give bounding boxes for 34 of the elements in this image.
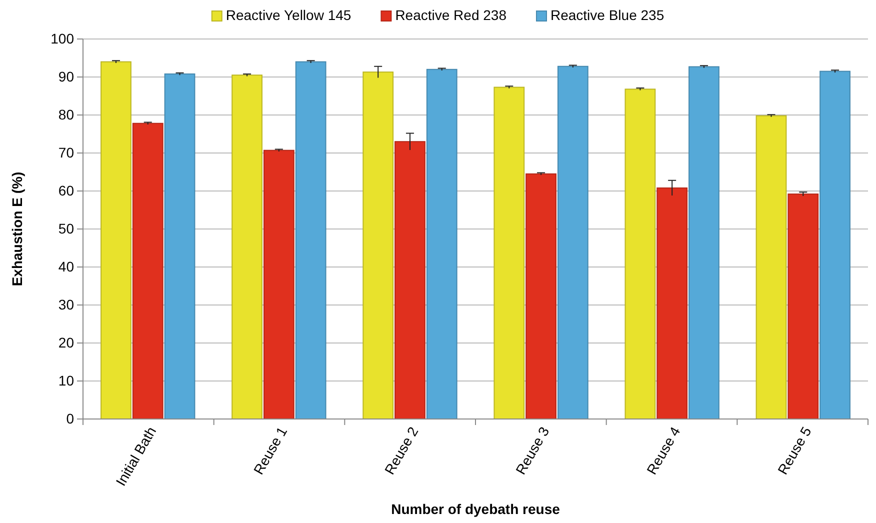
bar	[100, 61, 132, 420]
legend-label: Reactive Yellow 145	[226, 7, 352, 23]
bar	[132, 122, 164, 420]
bar	[788, 194, 819, 420]
y-tick-label: 20	[58, 334, 74, 350]
bar	[362, 72, 394, 420]
legend-label: Reactive Red 238	[395, 7, 507, 23]
y-tick-label: 60	[58, 182, 74, 198]
bar	[688, 66, 720, 420]
bar	[656, 187, 688, 420]
y-tick-label: 10	[58, 372, 74, 388]
bar	[164, 73, 196, 420]
bar	[526, 173, 556, 420]
x-axis-title: Number of dyebath reuse	[391, 501, 560, 517]
y-tick-label: 80	[58, 106, 74, 122]
bar	[494, 86, 525, 420]
y-tick-label: 0	[66, 410, 74, 426]
bar	[624, 88, 656, 420]
bar	[426, 68, 458, 420]
y-tick-label: 90	[58, 68, 74, 84]
y-tick-label: 40	[58, 258, 74, 274]
bar	[756, 115, 787, 420]
legend-label: Reactive Blue 235	[550, 7, 664, 23]
bar	[394, 141, 426, 420]
y-tick-label: 30	[58, 296, 74, 312]
bar	[820, 70, 850, 420]
y-tick-label: 70	[58, 144, 74, 160]
bar	[263, 150, 294, 420]
y-tick-label: 50	[58, 220, 74, 236]
bar	[295, 61, 326, 420]
y-axis-title: Exhaustion E (%)	[9, 172, 25, 286]
bar	[557, 66, 588, 420]
y-tick-label: 100	[50, 30, 74, 46]
bar	[232, 74, 262, 420]
